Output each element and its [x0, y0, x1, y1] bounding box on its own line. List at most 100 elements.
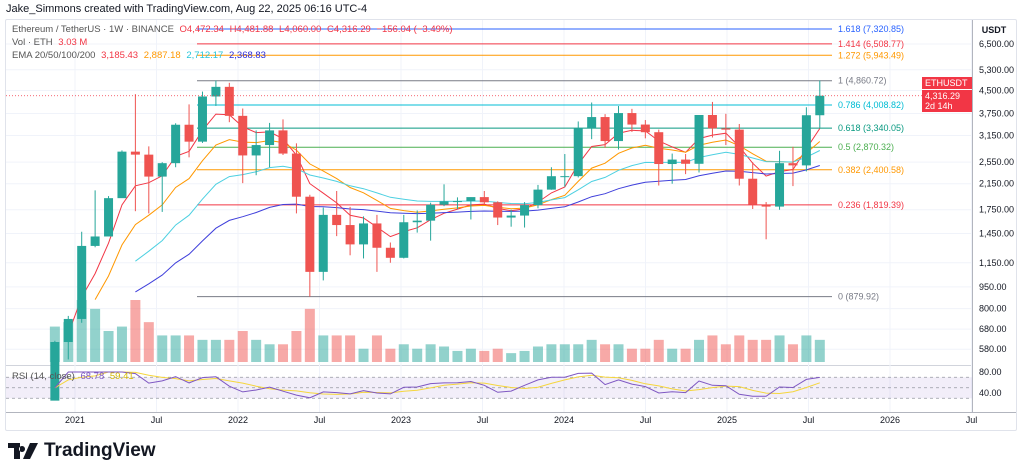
- candle: [359, 216, 369, 259]
- candle-body: [372, 223, 382, 248]
- candle: [412, 210, 422, 233]
- volume-bar: [90, 308, 101, 362]
- price-tick-label: 950.00: [979, 282, 1007, 292]
- rsi-ma-value: 59.41: [109, 371, 134, 382]
- price-tick-label: 2,550.00: [979, 157, 1014, 167]
- ema-label[interactable]: EMA 20/50/100/200: [12, 50, 96, 61]
- candle-body: [600, 117, 610, 142]
- candle-body: [77, 245, 87, 319]
- volume-bar: [170, 335, 181, 362]
- candle: [211, 80, 221, 106]
- time-tick-label: Jul: [314, 415, 326, 425]
- volume-bar: [358, 348, 369, 362]
- candle-body: [197, 96, 207, 142]
- candle-body: [211, 86, 221, 97]
- time-tick-label: 2025: [717, 415, 737, 425]
- candle-body: [694, 114, 704, 164]
- candle: [117, 150, 127, 199]
- chart-frame: [5, 19, 1017, 431]
- volume-bar: [439, 346, 450, 362]
- currency-label: USDT: [982, 25, 1007, 35]
- candle: [573, 121, 583, 178]
- volume-bar: [801, 335, 812, 362]
- candle: [144, 146, 154, 214]
- candle-body: [439, 201, 449, 205]
- fib-level-label: 0.5 (2,870.32): [838, 142, 894, 152]
- fib-level-label: 1.414 (6,508.77): [838, 39, 904, 49]
- candle: [775, 150, 785, 210]
- candle-body: [654, 132, 664, 165]
- candle-body: [506, 215, 516, 218]
- rsi-label[interactable]: RSI (14, close): [12, 371, 75, 382]
- candle-body: [224, 86, 234, 116]
- volume-bar: [747, 339, 758, 362]
- candle: [305, 194, 315, 297]
- volume-bar: [425, 344, 436, 362]
- time-tick-label: Jul: [803, 415, 815, 425]
- volume-bar: [492, 348, 503, 362]
- price-tick-label: 580.00: [979, 344, 1007, 354]
- symbol-price-tag: ETHUSDT: [922, 77, 972, 89]
- candle-body: [815, 95, 825, 116]
- candle: [90, 190, 100, 248]
- price-tick-label: 1,750.00: [979, 205, 1014, 215]
- volume-bar: [278, 344, 288, 362]
- ohlc-low: L4,060.00: [279, 24, 322, 35]
- volume-bar: [559, 344, 570, 362]
- rsi-legend: RSI (14, close) 68.78 59.41: [12, 371, 137, 382]
- candle: [452, 197, 462, 210]
- price-tick-label: 1,150.00: [979, 258, 1014, 268]
- volume-bar: [707, 335, 718, 362]
- tradingview-logo[interactable]: TradingView: [8, 440, 156, 462]
- volume-bar: [640, 348, 651, 362]
- time-tick-label: 2021: [65, 415, 85, 425]
- volume-bar: [600, 344, 611, 362]
- volume-bar: [680, 348, 691, 362]
- volume-bar: [291, 331, 302, 362]
- volume-bar: [519, 350, 530, 362]
- fib-level-label: 1 (4,860.72): [838, 76, 887, 86]
- candle: [614, 105, 623, 150]
- candle-body: [345, 225, 355, 245]
- volume-bar: [452, 350, 463, 362]
- candle: [681, 154, 691, 175]
- candle: [560, 154, 570, 187]
- price-tick-label: 680.00: [979, 324, 1007, 334]
- volume-bar: [264, 344, 275, 362]
- volume-bar: [761, 339, 772, 362]
- candle-body: [157, 163, 167, 177]
- candle-body: [412, 220, 422, 223]
- candle: [251, 130, 261, 176]
- volume-label[interactable]: Vol · ETH: [12, 37, 53, 48]
- candle-body: [117, 151, 127, 199]
- pane-separator: [6, 365, 972, 366]
- price-tick-label: 6,500.00: [979, 39, 1014, 49]
- candle: [520, 202, 530, 228]
- candle: [332, 190, 342, 237]
- candle-body: [587, 117, 597, 129]
- volume-bar: [613, 344, 624, 362]
- price-axis-border: [972, 20, 973, 412]
- price-tick-label: 3,150.00: [979, 130, 1014, 140]
- candle-body: [520, 205, 530, 216]
- fib-level-label: 0 (879.92): [838, 292, 879, 302]
- symbol-title[interactable]: Ethereum / TetherUS · 1W · BINANCE: [12, 24, 174, 35]
- volume-bar: [345, 335, 356, 362]
- fib-level-label: 0.618 (3,340.05): [838, 123, 904, 133]
- candle-body: [50, 342, 60, 401]
- logo-text: TradingView: [44, 440, 156, 461]
- candle: [707, 101, 717, 138]
- candle: [694, 114, 704, 173]
- candle-body: [801, 115, 811, 166]
- candle-body: [640, 124, 650, 133]
- candle-body: [104, 198, 114, 237]
- candle: [50, 340, 60, 401]
- candle-body: [184, 124, 194, 142]
- volume-bar: [479, 350, 490, 362]
- candle: [426, 202, 436, 241]
- bar-countdown: 2d 14h: [925, 101, 953, 111]
- ohlc-close: C4,316.29: [326, 24, 371, 35]
- ema50-value: 2,887.18: [143, 50, 181, 61]
- volume-bar: [385, 348, 396, 362]
